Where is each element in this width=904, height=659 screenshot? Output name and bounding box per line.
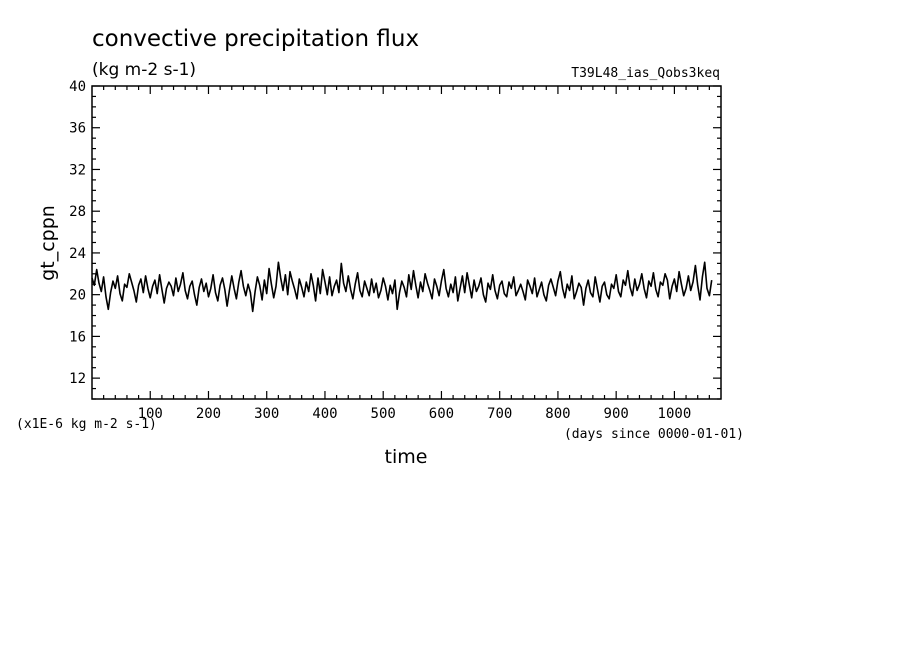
y-tick-label: 16: [69, 329, 86, 345]
plot-frame: [91, 85, 722, 400]
y-tick-label: 40: [69, 79, 86, 95]
y-tick-label: 32: [69, 162, 86, 178]
x-tick-label: 900: [604, 406, 629, 422]
x-axis-label: time: [385, 446, 428, 468]
x-tick-label: 800: [545, 406, 570, 422]
x-tick-label: 500: [371, 406, 396, 422]
series-line: [91, 261, 713, 313]
y-tick-label: 20: [69, 288, 86, 304]
y-axis-label: gt_cppn: [37, 205, 59, 281]
chart-title: convective precipitation flux: [92, 26, 419, 52]
x-tick-label: 300: [254, 406, 279, 422]
y-scale-note: (x1E-6 kg m-2 s-1): [16, 417, 157, 432]
y-tick-label: 12: [69, 371, 86, 387]
series-layer: [91, 261, 713, 313]
x-tick-label: 600: [429, 406, 454, 422]
x-tick-label: 400: [312, 406, 337, 422]
x-tick-label: 200: [196, 406, 221, 422]
x-tick-label: 700: [487, 406, 512, 422]
chart-units: (kg m-2 s-1): [92, 60, 196, 80]
y-tick-label: 36: [69, 121, 86, 137]
x-tick-label: 1000: [658, 406, 692, 422]
experiment-label: T39L48_ias_Qobs3keq: [571, 66, 720, 81]
x-units-note: (days since 0000-01-01): [564, 427, 744, 442]
y-axis-ticks: 12 16 20 24 28 32 36 40: [69, 79, 721, 400]
y-tick-label: 28: [69, 204, 86, 220]
x-axis-ticks: 100 200 300 400 500 600 700 800 900 1000: [103, 86, 710, 422]
y-tick-label: 24: [69, 246, 86, 262]
x-tick-label: 100: [138, 406, 163, 422]
